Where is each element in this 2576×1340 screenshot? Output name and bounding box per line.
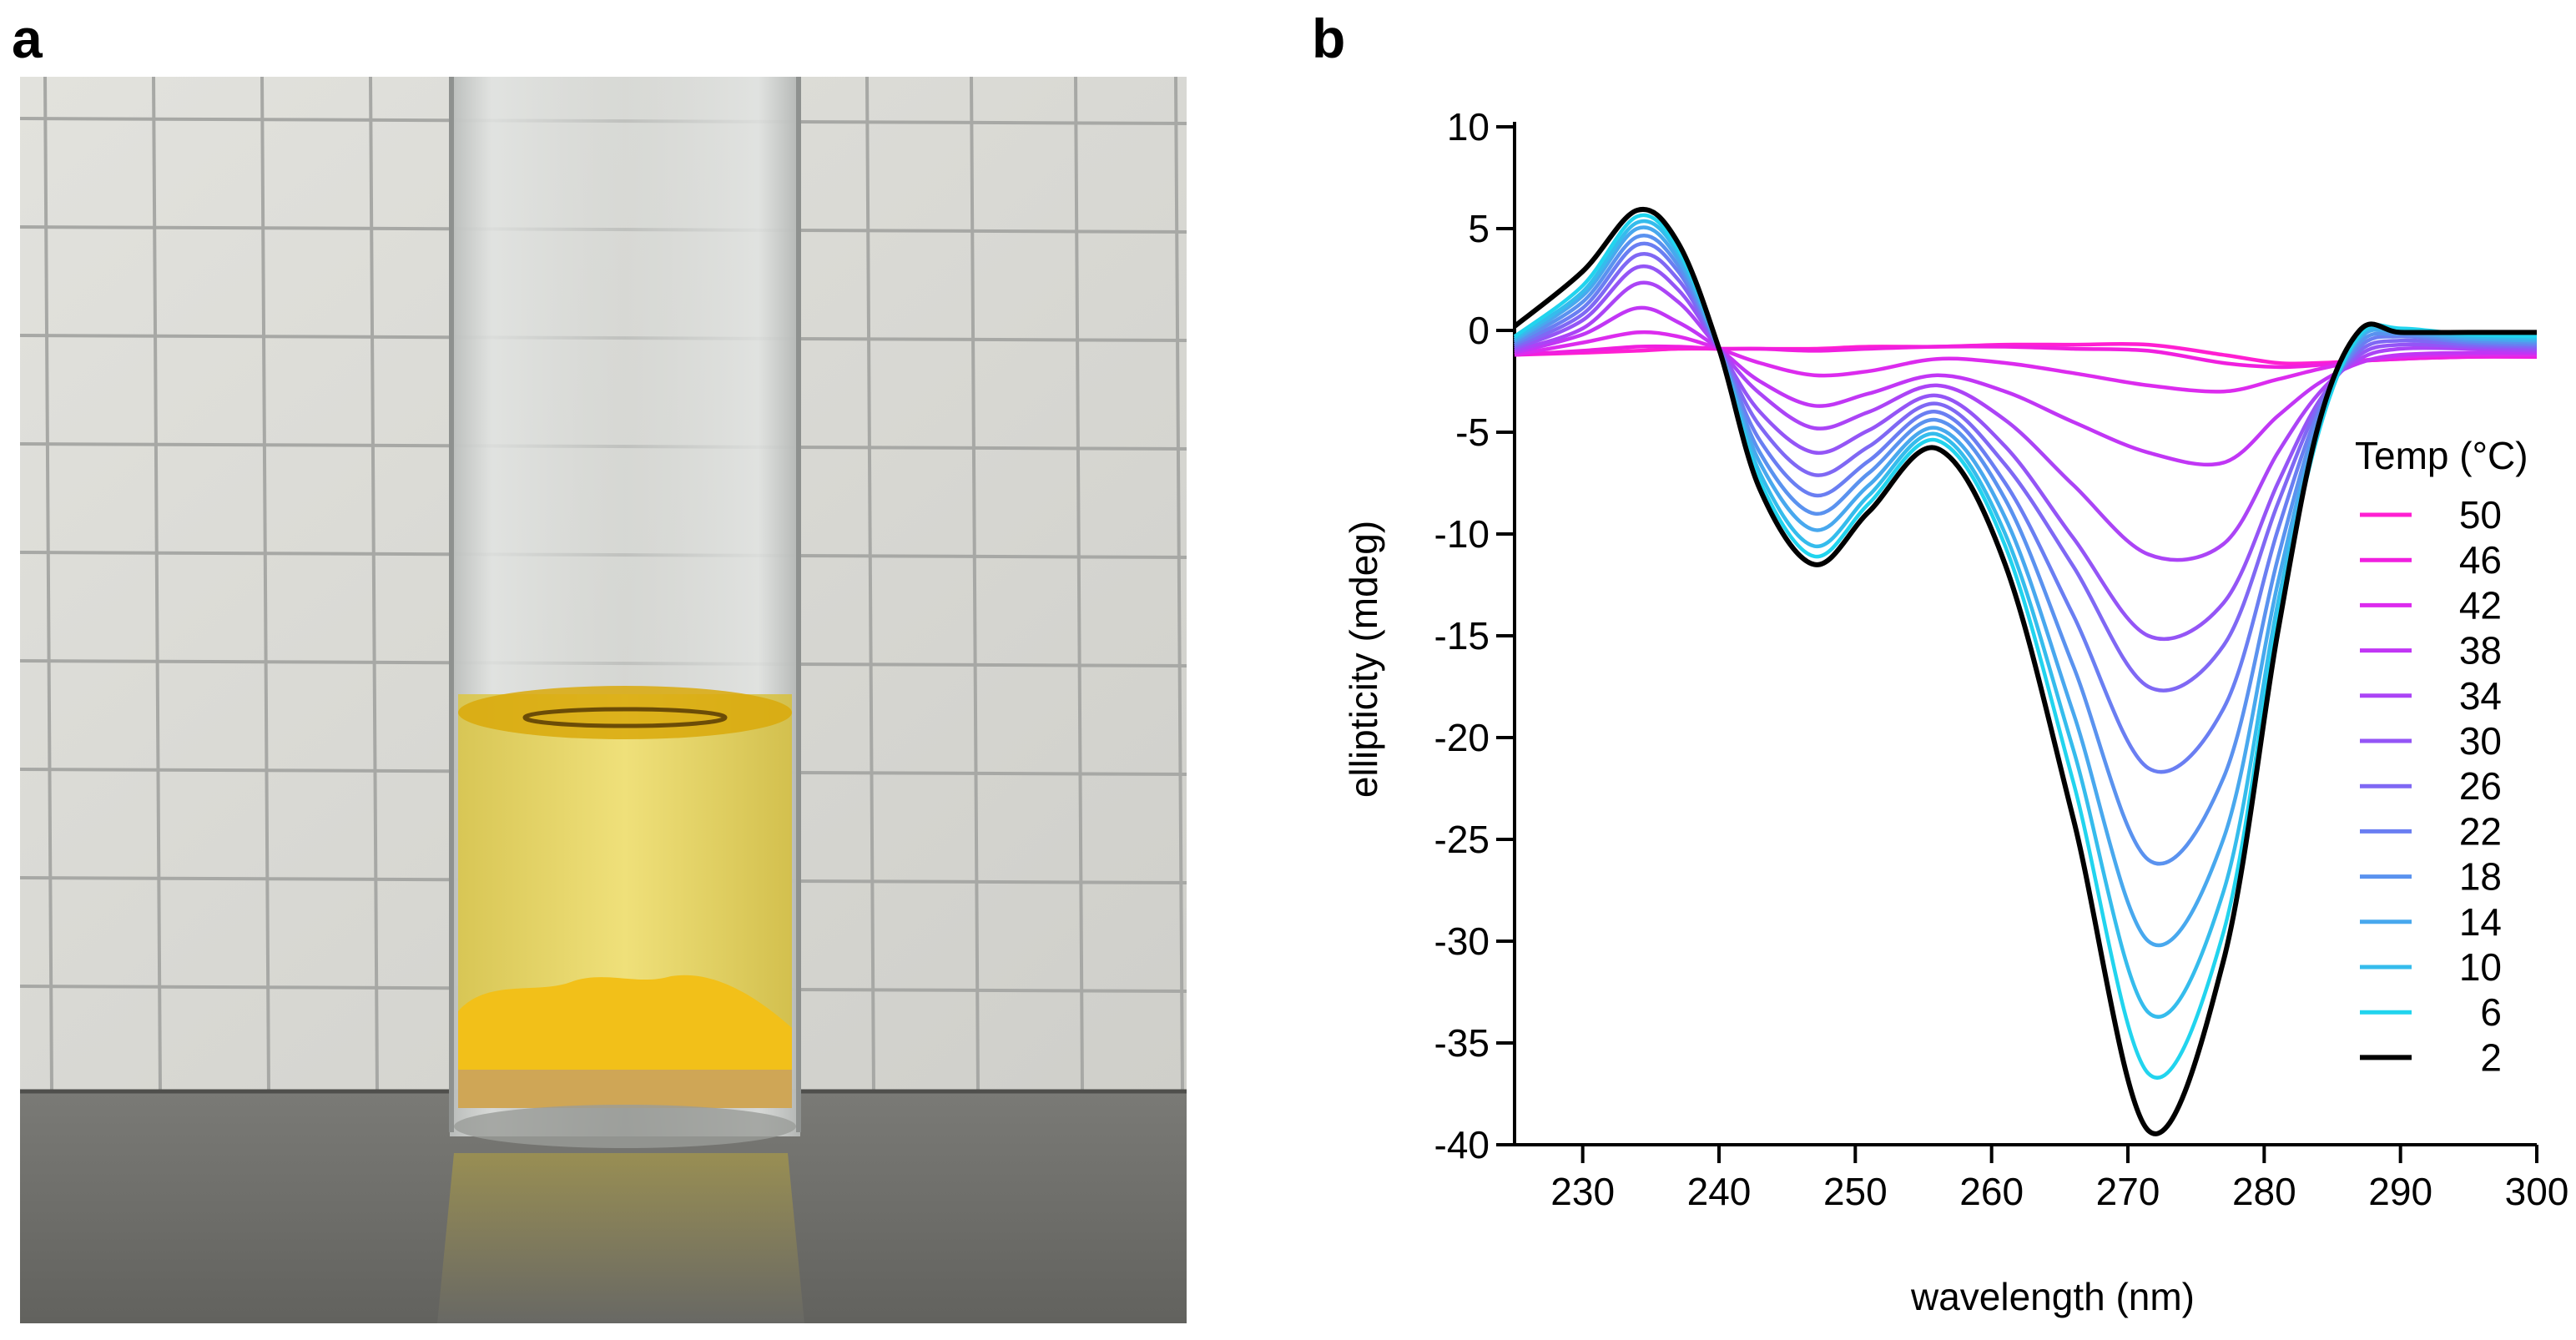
y-tick-label: 5: [1468, 207, 1490, 250]
series-lines: [1513, 206, 2538, 1136]
x-tick-label: 240: [1687, 1170, 1752, 1213]
y-tick-label: -20: [1434, 716, 1490, 759]
legend-label-34: 34: [2459, 674, 2502, 718]
y-tick-label: -10: [1434, 512, 1490, 556]
grid-line: [865, 77, 875, 1092]
y-tick-label: 0: [1468, 309, 1490, 352]
y-tick-label: -30: [1434, 919, 1490, 963]
legend-label-6: 6: [2480, 990, 2502, 1034]
y-tick-label: -35: [1434, 1021, 1490, 1065]
legend-label-26: 26: [2459, 764, 2502, 808]
series-line-34: [1514, 280, 2538, 562]
x-tick-label: 300: [2505, 1170, 2569, 1213]
precipitate: [458, 975, 792, 1095]
panel-label-a: a: [12, 8, 43, 69]
vial-bottom: [454, 1105, 796, 1148]
panel-label-b: b: [1312, 8, 1346, 69]
legend-label-46: 46: [2459, 538, 2502, 582]
series-line-30: [1514, 264, 2538, 642]
legend-label-22: 22: [2459, 809, 2502, 853]
series-line-22: [1513, 241, 2538, 774]
legend-label-42: 42: [2459, 583, 2502, 627]
vial-reflection: [437, 1153, 804, 1323]
legend-label-30: 30: [2459, 719, 2502, 763]
axes: [1513, 122, 2537, 1146]
grid-line: [260, 77, 270, 1092]
x-tick-label: 250: [1823, 1170, 1888, 1213]
precipitate-base: [458, 1070, 792, 1108]
legend-label-50: 50: [2459, 493, 2502, 537]
series-line-38: [1514, 305, 2538, 467]
x-tick-label: 270: [2096, 1170, 2160, 1213]
grid-line: [43, 77, 53, 1092]
y-tick-label: -5: [1455, 411, 1490, 454]
meniscus-inner: [522, 707, 728, 728]
legend-label-18: 18: [2459, 855, 2502, 899]
y-axis-label: ellipticity (mdeg): [1342, 521, 1385, 798]
vial-photo: [20, 77, 1187, 1323]
y-tick-label: -15: [1434, 614, 1490, 657]
grid-line: [970, 77, 980, 1092]
x-axis-label: wavelength (nm): [1910, 1275, 2195, 1318]
legend-label-38: 38: [2459, 629, 2502, 673]
x-tick-label: 280: [2232, 1170, 2296, 1213]
legend-label-10: 10: [2459, 945, 2502, 989]
grid-line: [369, 77, 379, 1092]
series-line-2: [1513, 206, 2537, 1136]
y-tick-label: -40: [1434, 1123, 1490, 1166]
grid-line: [1074, 77, 1084, 1092]
x-tick-label: 260: [1959, 1170, 2024, 1213]
grid-line: [1174, 77, 1184, 1092]
x-tick-label: 290: [2368, 1170, 2432, 1213]
grid-line: [152, 77, 162, 1092]
legend-label-14: 14: [2459, 900, 2502, 944]
legend-label-2: 2: [2480, 1035, 2502, 1079]
meniscus: [458, 686, 792, 739]
legend-title: Temp (°C): [2355, 434, 2528, 477]
y-tick-label: -25: [1434, 818, 1490, 861]
x-tick-label: 230: [1550, 1170, 1615, 1213]
y-tick-label: 10: [1447, 105, 1490, 149]
